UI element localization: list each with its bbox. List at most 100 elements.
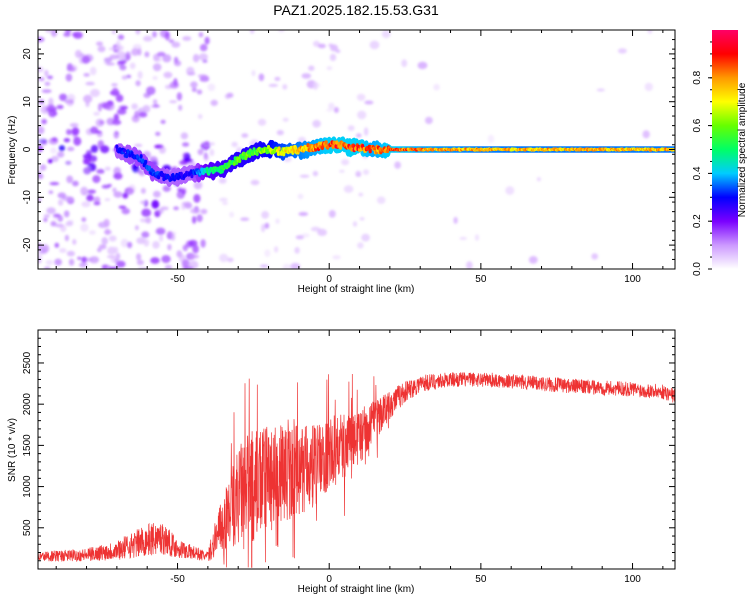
colorbar-tick-label: 0.0	[692, 262, 703, 276]
noise-blob	[197, 148, 204, 156]
noise-blob	[104, 198, 111, 202]
noise-blob	[357, 110, 367, 120]
noise-blob	[115, 252, 121, 260]
noise-blob	[112, 187, 117, 193]
noise-blob	[198, 53, 208, 61]
noise-blob	[644, 82, 653, 92]
y-tick-label: 0	[22, 146, 33, 152]
noise-blob	[134, 143, 143, 147]
y-tick-label: 2000	[22, 393, 33, 416]
noise-blob	[341, 159, 350, 166]
noise-blob	[150, 257, 160, 264]
noise-blob	[137, 71, 143, 79]
noise-blob	[88, 155, 98, 163]
snr-plot-area	[38, 372, 675, 568]
noise-blob	[160, 119, 166, 124]
noise-blob	[312, 170, 319, 177]
noise-blob	[153, 56, 162, 63]
noise-blob	[328, 102, 335, 110]
noise-blob	[282, 263, 291, 269]
noise-blob	[43, 214, 50, 218]
snr-panel: -50 0 50 100 500 1000 1500 2000 2500 Height of s…	[7, 329, 676, 595]
noise-blob	[83, 94, 93, 103]
noise-blob	[264, 222, 270, 229]
noise-blob	[376, 196, 386, 204]
noise-blob	[282, 117, 289, 122]
noise-blob	[317, 43, 326, 49]
noise-blob	[143, 35, 153, 42]
noise-blob	[104, 228, 111, 236]
noise-blob	[313, 81, 318, 91]
ridge-core	[241, 155, 245, 160]
ridge-core	[115, 144, 119, 149]
colorbar: 0.0 0.2 0.4 0.6 0.8 Normalized spectral ampl…	[692, 30, 748, 276]
noise-blob	[98, 244, 107, 250]
spectrogram-ticks: -50 0 50 100 -20 -10 0 10 20	[22, 29, 675, 285]
noise-blob	[85, 101, 90, 108]
noise-blob	[49, 182, 60, 186]
noise-blob	[53, 214, 61, 218]
noise-blob	[162, 54, 172, 63]
ridge-core	[238, 158, 242, 164]
noise-blob	[357, 242, 364, 249]
noise-blob	[222, 201, 229, 205]
noise-blob	[95, 118, 104, 127]
ridge-core	[324, 140, 328, 145]
noise-blob	[96, 130, 103, 138]
noise-blob	[48, 97, 54, 106]
noise-blob	[251, 70, 256, 77]
noise-blob	[642, 130, 650, 139]
noise-blob	[401, 59, 408, 68]
noise-blob	[115, 94, 124, 102]
noise-blob	[647, 30, 653, 34]
noise-blob	[343, 185, 354, 193]
y-tick-label: 1500	[22, 434, 33, 457]
noise-blob	[487, 134, 495, 144]
noise-blob	[156, 208, 164, 215]
noise-blob	[89, 256, 100, 264]
noise-blob	[93, 196, 101, 204]
noise-blob	[167, 244, 172, 251]
y-tick-label: -20	[22, 237, 33, 252]
noise-blob	[38, 36, 45, 43]
noise-blob	[104, 166, 111, 171]
noise-blob	[168, 39, 175, 44]
noise-blob	[164, 264, 172, 269]
noise-blob	[83, 167, 92, 175]
noise-blob	[159, 234, 164, 242]
spectrogram-x-axis-label: Height of straight line (km)	[298, 284, 415, 295]
noise-blob	[301, 233, 310, 238]
colorbar-tick-label: 0.8	[692, 70, 703, 84]
noise-blob	[97, 140, 105, 149]
noise-blob	[134, 110, 139, 119]
noise-blob	[38, 145, 43, 153]
noise-blob	[591, 253, 599, 260]
noise-blob	[152, 99, 158, 105]
noise-blob	[198, 32, 204, 38]
noise-blob	[59, 248, 67, 253]
noise-blob	[192, 216, 197, 224]
noise-blob	[38, 173, 44, 180]
noise-blob	[275, 218, 280, 224]
noise-blob	[339, 169, 345, 173]
colorbar-label: Normalized spectral amplitude	[737, 82, 748, 217]
noise-blob	[203, 154, 210, 162]
noise-blob	[241, 133, 249, 138]
noise-blob	[86, 150, 92, 157]
noise-blob	[103, 57, 113, 63]
noise-blob	[182, 36, 192, 41]
noise-blob	[101, 237, 108, 245]
noise-blob	[182, 142, 190, 147]
noise-blob	[41, 89, 52, 93]
noise-blob	[282, 84, 288, 90]
ridge-core	[277, 146, 281, 151]
noise-blob	[362, 169, 370, 175]
snr-x-axis-label: Height of straight line (km)	[298, 584, 415, 595]
noise-blob	[66, 175, 74, 184]
y-tick-label: 10	[22, 96, 33, 108]
y-tick-label: -10	[22, 190, 33, 205]
noise-blob	[209, 148, 215, 157]
noise-blob	[89, 66, 97, 76]
noise-blob	[136, 237, 146, 245]
noise-blob	[278, 30, 285, 33]
